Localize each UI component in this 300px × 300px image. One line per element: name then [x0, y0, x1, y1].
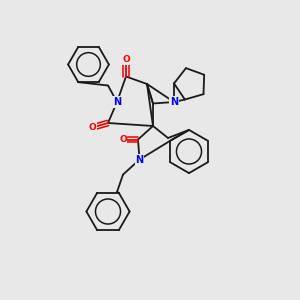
- Text: N: N: [170, 97, 178, 107]
- Text: O: O: [119, 135, 127, 144]
- Text: N: N: [135, 154, 144, 165]
- Text: N: N: [113, 97, 121, 107]
- Text: O: O: [88, 123, 96, 132]
- Text: O: O: [122, 56, 130, 64]
